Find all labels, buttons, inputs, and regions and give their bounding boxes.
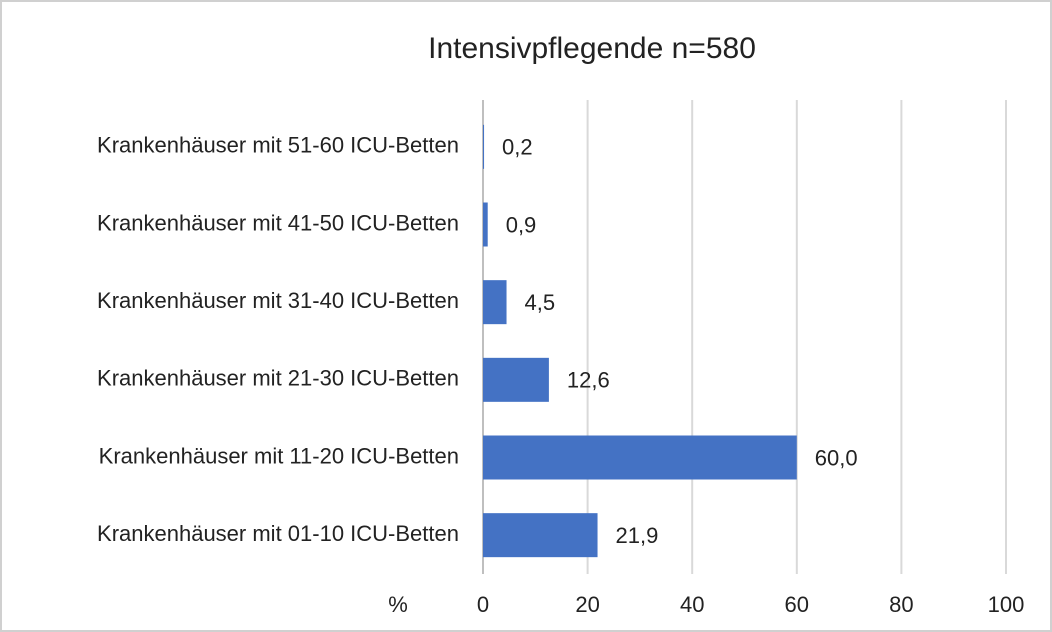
x-axis-label: % bbox=[388, 592, 408, 617]
data-label: 12,6 bbox=[567, 368, 610, 393]
x-tick-label: 0 bbox=[477, 592, 489, 617]
x-tick-label: 20 bbox=[575, 592, 599, 617]
x-tick-label: 60 bbox=[785, 592, 809, 617]
y-tick-label: Krankenhäuser mit 21-30 ICU-Betten bbox=[97, 366, 459, 391]
bar bbox=[483, 280, 507, 325]
data-label: 60,0 bbox=[815, 445, 858, 470]
bar bbox=[483, 124, 485, 169]
chart-title: Intensivpflegende n=580 bbox=[428, 32, 756, 65]
bar bbox=[483, 357, 549, 402]
x-tick-label: 100 bbox=[988, 592, 1025, 617]
data-label: 21,9 bbox=[616, 523, 659, 548]
y-tick-label: Krankenhäuser mit 01-10 ICU-Betten bbox=[97, 521, 459, 546]
y-tick-label: Krankenhäuser mit 11-20 ICU-Betten bbox=[99, 443, 459, 468]
data-label: 4,5 bbox=[525, 290, 556, 315]
y-tick-label: Krankenhäuser mit 51-60 ICU-Betten bbox=[97, 133, 459, 158]
y-tick-label: Krankenhäuser mit 31-40 ICU-Betten bbox=[97, 288, 459, 313]
x-tick-label: 80 bbox=[889, 592, 913, 617]
y-tick-label: Krankenhäuser mit 41-50 ICU-Betten bbox=[97, 210, 459, 235]
bar bbox=[483, 513, 598, 558]
data-label: 0,2 bbox=[502, 135, 533, 160]
data-label: 0,9 bbox=[506, 212, 537, 237]
bar bbox=[483, 202, 488, 247]
bar bbox=[483, 435, 797, 480]
x-tick-label: 40 bbox=[680, 592, 704, 617]
